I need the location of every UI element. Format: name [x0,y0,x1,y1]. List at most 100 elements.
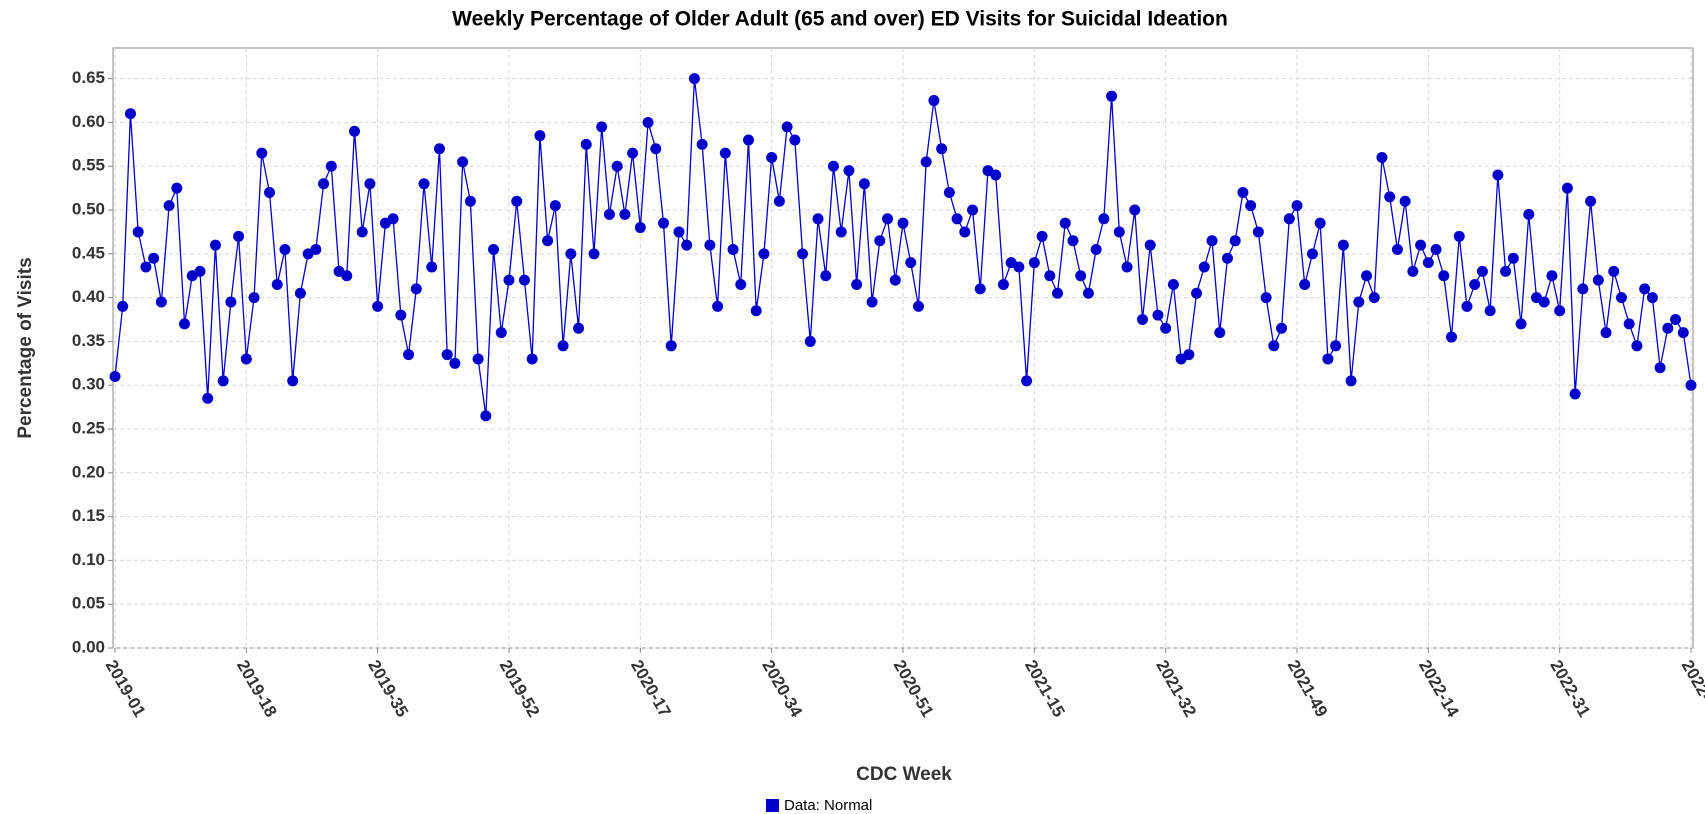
data-point [1299,278,1311,290]
data-point [549,200,561,212]
data-point [804,335,816,347]
data-point [1229,235,1241,247]
data-point [140,261,152,273]
y-tick-label: 0.30 [72,375,105,394]
y-tick-label: 0.55 [72,156,105,175]
data-point [356,226,368,238]
legend-label: Data: Normal [784,797,872,814]
data-point [1136,314,1148,326]
data-point [820,270,832,282]
data-point [1191,287,1203,299]
data-point [1206,235,1218,247]
data-point [410,283,422,295]
data-point [1538,296,1550,308]
data-point [109,370,121,382]
data-point [897,217,909,229]
data-point [573,322,585,334]
data-point [1608,265,1620,277]
data-point [1646,292,1658,304]
data-point [271,278,283,290]
data-point [1422,257,1434,269]
data-point [603,208,615,220]
data-point [1368,292,1380,304]
data-point [511,195,523,207]
data-point [1152,309,1164,321]
data-point [348,125,360,137]
data-point [642,116,654,128]
data-point [1453,230,1465,242]
data-point [1492,169,1504,181]
data-point [1592,274,1604,286]
legend-swatch [766,799,779,812]
data-point [588,248,600,260]
data-point [1214,327,1226,339]
data-point [565,248,577,260]
data-point [518,274,530,286]
data-point [735,278,747,290]
data-point [1546,270,1558,282]
chart-title: Weekly Percentage of Older Adult (65 and… [452,8,1228,31]
data-point [1561,182,1573,194]
data-point [658,217,670,229]
data-point [1469,278,1481,290]
data-point [704,239,716,251]
data-point [318,178,330,190]
x-axis-label: CDC Week [856,764,952,785]
data-point [1021,375,1033,387]
data-point [696,138,708,150]
data-point [1523,208,1535,220]
y-tick-label: 0.45 [72,243,105,262]
data-point [627,147,639,159]
data-point [758,248,770,260]
data-point [1399,195,1411,207]
data-point [1276,322,1288,334]
data-point [997,278,1009,290]
data-point [1569,388,1581,400]
data-point [1639,283,1651,295]
data-point [1067,235,1079,247]
data-point [650,143,662,155]
data-point [279,243,291,255]
data-point [155,296,167,308]
data-point [1376,151,1388,163]
data-point [1082,287,1094,299]
data-point [1500,265,1512,277]
data-point [1430,243,1442,255]
data-point [488,243,500,255]
data-point [781,121,793,133]
data-point [310,243,322,255]
data-point [1167,278,1179,290]
data-point [1631,340,1643,352]
data-point [1090,243,1102,255]
data-point [905,257,917,269]
data-point [766,151,778,163]
data-point [542,235,554,247]
data-point [449,357,461,369]
data-point [132,226,144,238]
data-point [1106,90,1118,102]
y-tick-label: 0.65 [72,68,105,87]
data-point [1484,305,1496,317]
data-point [1391,243,1403,255]
data-point [1438,270,1450,282]
data-point [325,160,337,172]
data-point [1052,287,1064,299]
y-axis-label: Percentage of Visits [15,257,36,438]
plot-area [112,47,1694,649]
data-point [1144,239,1156,251]
data-point [248,292,260,304]
y-tick-label: 0.50 [72,200,105,219]
data-point [341,270,353,282]
data-point [1059,217,1071,229]
data-point [503,274,515,286]
data-point [812,213,824,225]
data-point [1283,213,1295,225]
data-point [665,340,677,352]
data-point [557,340,569,352]
data-point [1577,283,1589,295]
data-point [287,375,299,387]
data-point [426,261,438,273]
data-point [611,160,623,172]
data-point [1670,314,1682,326]
data-point [1075,270,1087,282]
